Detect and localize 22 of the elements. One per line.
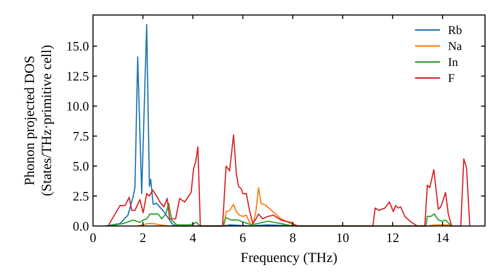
y-tick-label: 0.0 bbox=[72, 218, 89, 234]
x-tick-label: 10 bbox=[336, 230, 350, 245]
y-tick-label: 15.0 bbox=[66, 38, 89, 54]
line-series bbox=[107, 134, 470, 227]
x-tick-label: 2 bbox=[140, 230, 146, 245]
x-tick-label: 8 bbox=[289, 230, 296, 245]
y-tick-label: 5.0 bbox=[72, 158, 89, 174]
legend-label: Na bbox=[448, 39, 463, 54]
x-tick-label: 12 bbox=[386, 230, 400, 245]
y-tick-label: 10.0 bbox=[66, 98, 89, 114]
x-tick-label: 4 bbox=[190, 230, 197, 245]
y-axis-title: Phonon projected DOS (States/THz·primitive cell) bbox=[23, 44, 55, 196]
legend-label: F bbox=[448, 71, 455, 86]
x-axis-title: Frequency (THz) bbox=[240, 251, 338, 266]
legend-label: In bbox=[448, 55, 458, 70]
x-tick-label: 0 bbox=[90, 230, 96, 245]
x-tick-label: 14 bbox=[436, 230, 450, 245]
x-tick-label: 6 bbox=[240, 230, 247, 245]
y-tick-label: 2.5 bbox=[72, 188, 89, 204]
y-tick-label: 12.5 bbox=[66, 68, 89, 84]
y-tick-label: 7.5 bbox=[72, 128, 89, 144]
legend-label: Rb bbox=[448, 23, 462, 38]
